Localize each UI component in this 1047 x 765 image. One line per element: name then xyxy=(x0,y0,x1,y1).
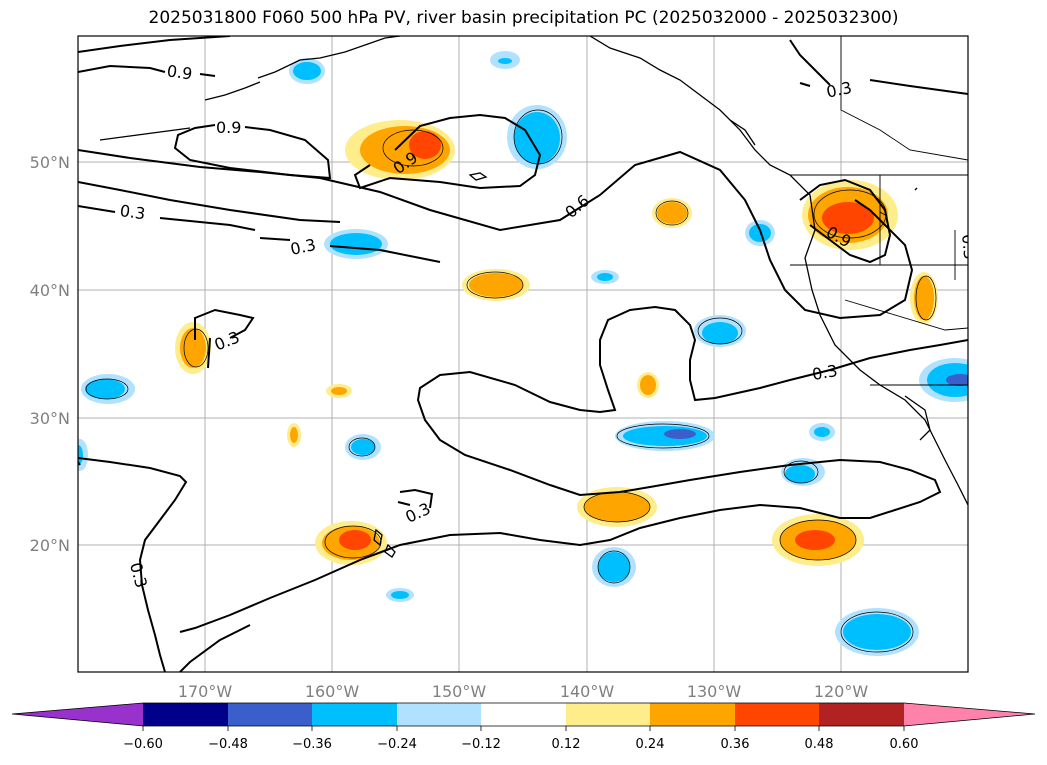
colorbar-tick-label: 0.36 xyxy=(721,737,750,752)
negative-anomaly-patch xyxy=(919,358,968,402)
colorbar-segment xyxy=(143,703,228,726)
lat-label: 20°N xyxy=(30,536,70,555)
pv-contours xyxy=(78,36,968,672)
colorbar: −0.60 −0.48 −0.36 −0.24 −0.12 0.12 0.24 … xyxy=(11,702,1036,752)
precip-patches xyxy=(78,51,968,656)
positive-anomaly-patch xyxy=(652,198,692,228)
negative-anomaly-patch xyxy=(809,423,835,441)
contour-label: 0.9 xyxy=(166,61,194,83)
colorbar-segment xyxy=(312,703,397,726)
colorbar-segment xyxy=(650,703,735,726)
colorbar-tick-label: −0.48 xyxy=(208,737,248,752)
positive-anomaly-patch xyxy=(175,322,211,374)
positive-anomaly-patch xyxy=(462,269,530,301)
longitude-labels: 170°W 160°W 150°W 140°W 130°W 120°W xyxy=(178,682,869,701)
patch-outlines xyxy=(85,109,937,653)
positive-anomaly-patch xyxy=(345,120,455,180)
colorbar-tick-label: −0.60 xyxy=(123,737,163,752)
map-title: 2025031800 F060 500 hPa PV, river basin … xyxy=(148,8,899,28)
colorbar-under-triangle xyxy=(12,703,143,726)
colorbar-segment xyxy=(735,703,819,726)
negative-anomaly-patch xyxy=(835,608,919,656)
negative-anomaly-patch xyxy=(507,105,567,169)
colorbar-segment xyxy=(566,703,650,726)
negative-anomaly-patch xyxy=(591,270,619,284)
negative-anomaly-patch xyxy=(324,229,388,259)
lon-label: 130°W xyxy=(687,682,742,701)
lon-label: 120°W xyxy=(814,682,869,701)
contour-label: 0.3 xyxy=(958,233,979,260)
contour-label: 0.3 xyxy=(825,78,854,102)
positive-anomaly-patch xyxy=(772,514,864,566)
lat-label: 30°N xyxy=(30,409,70,428)
map-area: 0.9 0.9 0.9 0.9 0.6 0.3 0.3 0.3 0.3 0.3 … xyxy=(78,36,979,672)
lon-label: 160°W xyxy=(305,682,360,701)
lon-label: 170°W xyxy=(178,682,233,701)
positive-anomaly-patch xyxy=(637,372,659,398)
colorbar-tick-label: 0.48 xyxy=(805,737,834,752)
positive-anomaly-patch xyxy=(287,423,301,447)
colorbar-tick-label: −0.36 xyxy=(292,737,332,752)
colorbar-tick-label: −0.24 xyxy=(377,737,417,752)
negative-anomaly-patch xyxy=(615,421,715,451)
coastlines xyxy=(99,36,968,558)
lon-label: 140°W xyxy=(560,682,615,701)
lat-label: 50°N xyxy=(30,153,70,172)
map-frame xyxy=(77,35,969,673)
contour-label: 0.3 xyxy=(402,499,433,527)
latitude-labels: 50°N 40°N 30°N 20°N xyxy=(30,153,70,555)
positive-anomaly-patch xyxy=(910,272,938,324)
political-borders xyxy=(790,36,968,386)
negative-anomaly-patch xyxy=(386,588,414,602)
contour-label: 0.3 xyxy=(289,235,318,259)
colorbar-tick-label: 0.12 xyxy=(552,737,581,752)
positive-anomaly-patch xyxy=(802,180,898,250)
negative-anomaly-patch xyxy=(78,439,88,471)
colorbar-segment xyxy=(819,703,904,726)
negative-anomaly-patch xyxy=(289,58,325,84)
colorbar-segment xyxy=(481,703,566,726)
contour-label: 0.3 xyxy=(126,560,151,590)
positive-anomaly-patch xyxy=(326,384,352,398)
contour-label: 0.3 xyxy=(119,201,147,223)
contour-label: 0.9 xyxy=(216,118,241,137)
negative-anomaly-patch xyxy=(694,315,746,347)
colorbar-segment xyxy=(228,703,312,726)
colorbar-tick-label: −0.12 xyxy=(461,737,501,752)
contour-label: 0.3 xyxy=(212,327,243,354)
positive-anomaly-patch xyxy=(315,521,387,565)
negative-anomaly-patch xyxy=(592,547,636,587)
colorbar-segment xyxy=(397,703,481,726)
negative-anomaly-patch xyxy=(490,51,520,69)
lat-label: 40°N xyxy=(30,281,70,300)
positive-anomaly-patch xyxy=(577,487,657,527)
lon-label: 150°W xyxy=(432,682,487,701)
contour-label: 0.3 xyxy=(811,361,839,384)
colorbar-tick-label: 0.60 xyxy=(890,737,919,752)
colorbar-tick-label: 0.24 xyxy=(636,737,665,752)
negative-anomaly-patch xyxy=(81,374,135,404)
negative-anomaly-patch xyxy=(345,434,381,460)
colorbar-over-triangle xyxy=(904,703,1035,726)
